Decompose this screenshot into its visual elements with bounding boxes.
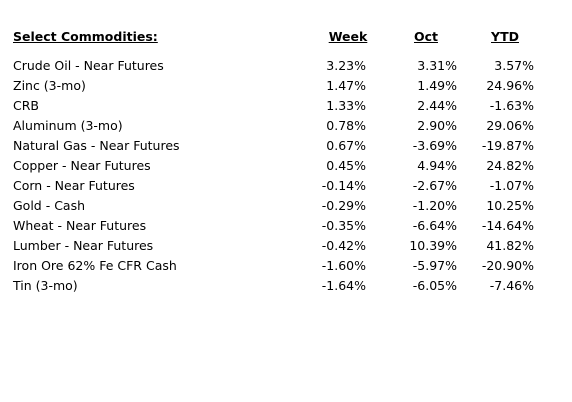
oct-change: -2.67% xyxy=(412,178,457,193)
table-row: Iron Ore 62% Fe CFR Cash -1.60% -5.97% -… xyxy=(0,256,572,276)
table-row: Corn - Near Futures -0.14% -2.67% -1.07% xyxy=(0,176,572,196)
week-change: -1.64% xyxy=(321,278,366,293)
table-row: Natural Gas - Near Futures 0.67% -3.69% … xyxy=(0,136,572,156)
week-change: 3.23% xyxy=(326,58,366,73)
week-change: -0.29% xyxy=(321,198,366,213)
commodity-name: Iron Ore 62% Fe CFR Cash xyxy=(13,258,177,273)
oct-change: -1.20% xyxy=(412,198,457,213)
ytd-change: 10.25% xyxy=(486,198,534,213)
week-change: -0.42% xyxy=(321,238,366,253)
oct-change: 2.44% xyxy=(417,98,457,113)
ytd-change: -20.90% xyxy=(481,258,534,273)
commodity-name: Natural Gas - Near Futures xyxy=(13,138,180,153)
ytd-change: 41.82% xyxy=(486,238,534,253)
table-row: Copper - Near Futures 0.45% 4.94% 24.82% xyxy=(0,156,572,176)
ytd-change: 24.82% xyxy=(486,158,534,173)
week-change: 0.78% xyxy=(326,118,366,133)
week-change: 0.45% xyxy=(326,158,366,173)
week-change: -1.60% xyxy=(321,258,366,273)
oct-change: -5.97% xyxy=(412,258,457,273)
oct-change: -6.05% xyxy=(412,278,457,293)
ytd-change: 3.57% xyxy=(494,58,534,73)
table-row: Tin (3-mo) -1.64% -6.05% -7.46% xyxy=(0,276,572,296)
ytd-change: -14.64% xyxy=(481,218,534,233)
oct-change: 2.90% xyxy=(417,118,457,133)
commodity-name: Lumber - Near Futures xyxy=(13,238,154,253)
column-header-week: Week xyxy=(328,29,368,44)
ytd-change: 24.96% xyxy=(486,78,534,93)
table-row: CRB 1.33% 2.44% -1.63% xyxy=(0,96,572,116)
ytd-change: -1.63% xyxy=(489,98,534,113)
commodity-name: Tin (3-mo) xyxy=(13,278,78,293)
week-change: -0.35% xyxy=(321,218,366,233)
commodity-name: Aluminum (3-mo) xyxy=(13,118,123,133)
column-header-ytd: YTD xyxy=(491,29,519,44)
commodity-name: Crude Oil - Near Futures xyxy=(13,58,164,73)
commodity-name: Corn - Near Futures xyxy=(13,178,135,193)
oct-change: 10.39% xyxy=(409,238,457,253)
oct-change: 4.94% xyxy=(417,158,457,173)
week-change: 1.47% xyxy=(326,78,366,93)
oct-change: -3.69% xyxy=(412,138,457,153)
commodity-name: Wheat - Near Futures xyxy=(13,218,147,233)
column-header-oct: Oct xyxy=(413,29,438,44)
table-row: Gold - Cash -0.29% -1.20% 10.25% xyxy=(0,196,572,216)
table-row: Zinc (3-mo) 1.47% 1.49% 24.96% xyxy=(0,76,572,96)
ytd-change: 29.06% xyxy=(486,118,534,133)
table-body: Crude Oil - Near Futures 3.23% 3.31% 3.5… xyxy=(0,56,572,296)
table-row: Crude Oil - Near Futures 3.23% 3.31% 3.5… xyxy=(0,56,572,76)
week-change: -0.14% xyxy=(321,178,366,193)
week-change: 0.67% xyxy=(326,138,366,153)
table-row: Aluminum (3-mo) 0.78% 2.90% 29.06% xyxy=(0,116,572,136)
ytd-change: -19.87% xyxy=(481,138,534,153)
ytd-change: -1.07% xyxy=(489,178,534,193)
week-change: 1.33% xyxy=(326,98,366,113)
commodity-name: CRB xyxy=(13,98,39,113)
table-row: Wheat - Near Futures -0.35% -6.64% -14.6… xyxy=(0,216,572,236)
oct-change: -6.64% xyxy=(412,218,457,233)
oct-change: 1.49% xyxy=(417,78,457,93)
table-row: Lumber - Near Futures -0.42% 10.39% 41.8… xyxy=(0,236,572,256)
commodity-name: Copper - Near Futures xyxy=(13,158,151,173)
commodity-name: Gold - Cash xyxy=(13,198,86,213)
oct-change: 3.31% xyxy=(417,58,457,73)
table-title: Select Commodities: xyxy=(13,29,158,44)
commodity-name: Zinc (3-mo) xyxy=(13,78,86,93)
ytd-change: -7.46% xyxy=(489,278,534,293)
